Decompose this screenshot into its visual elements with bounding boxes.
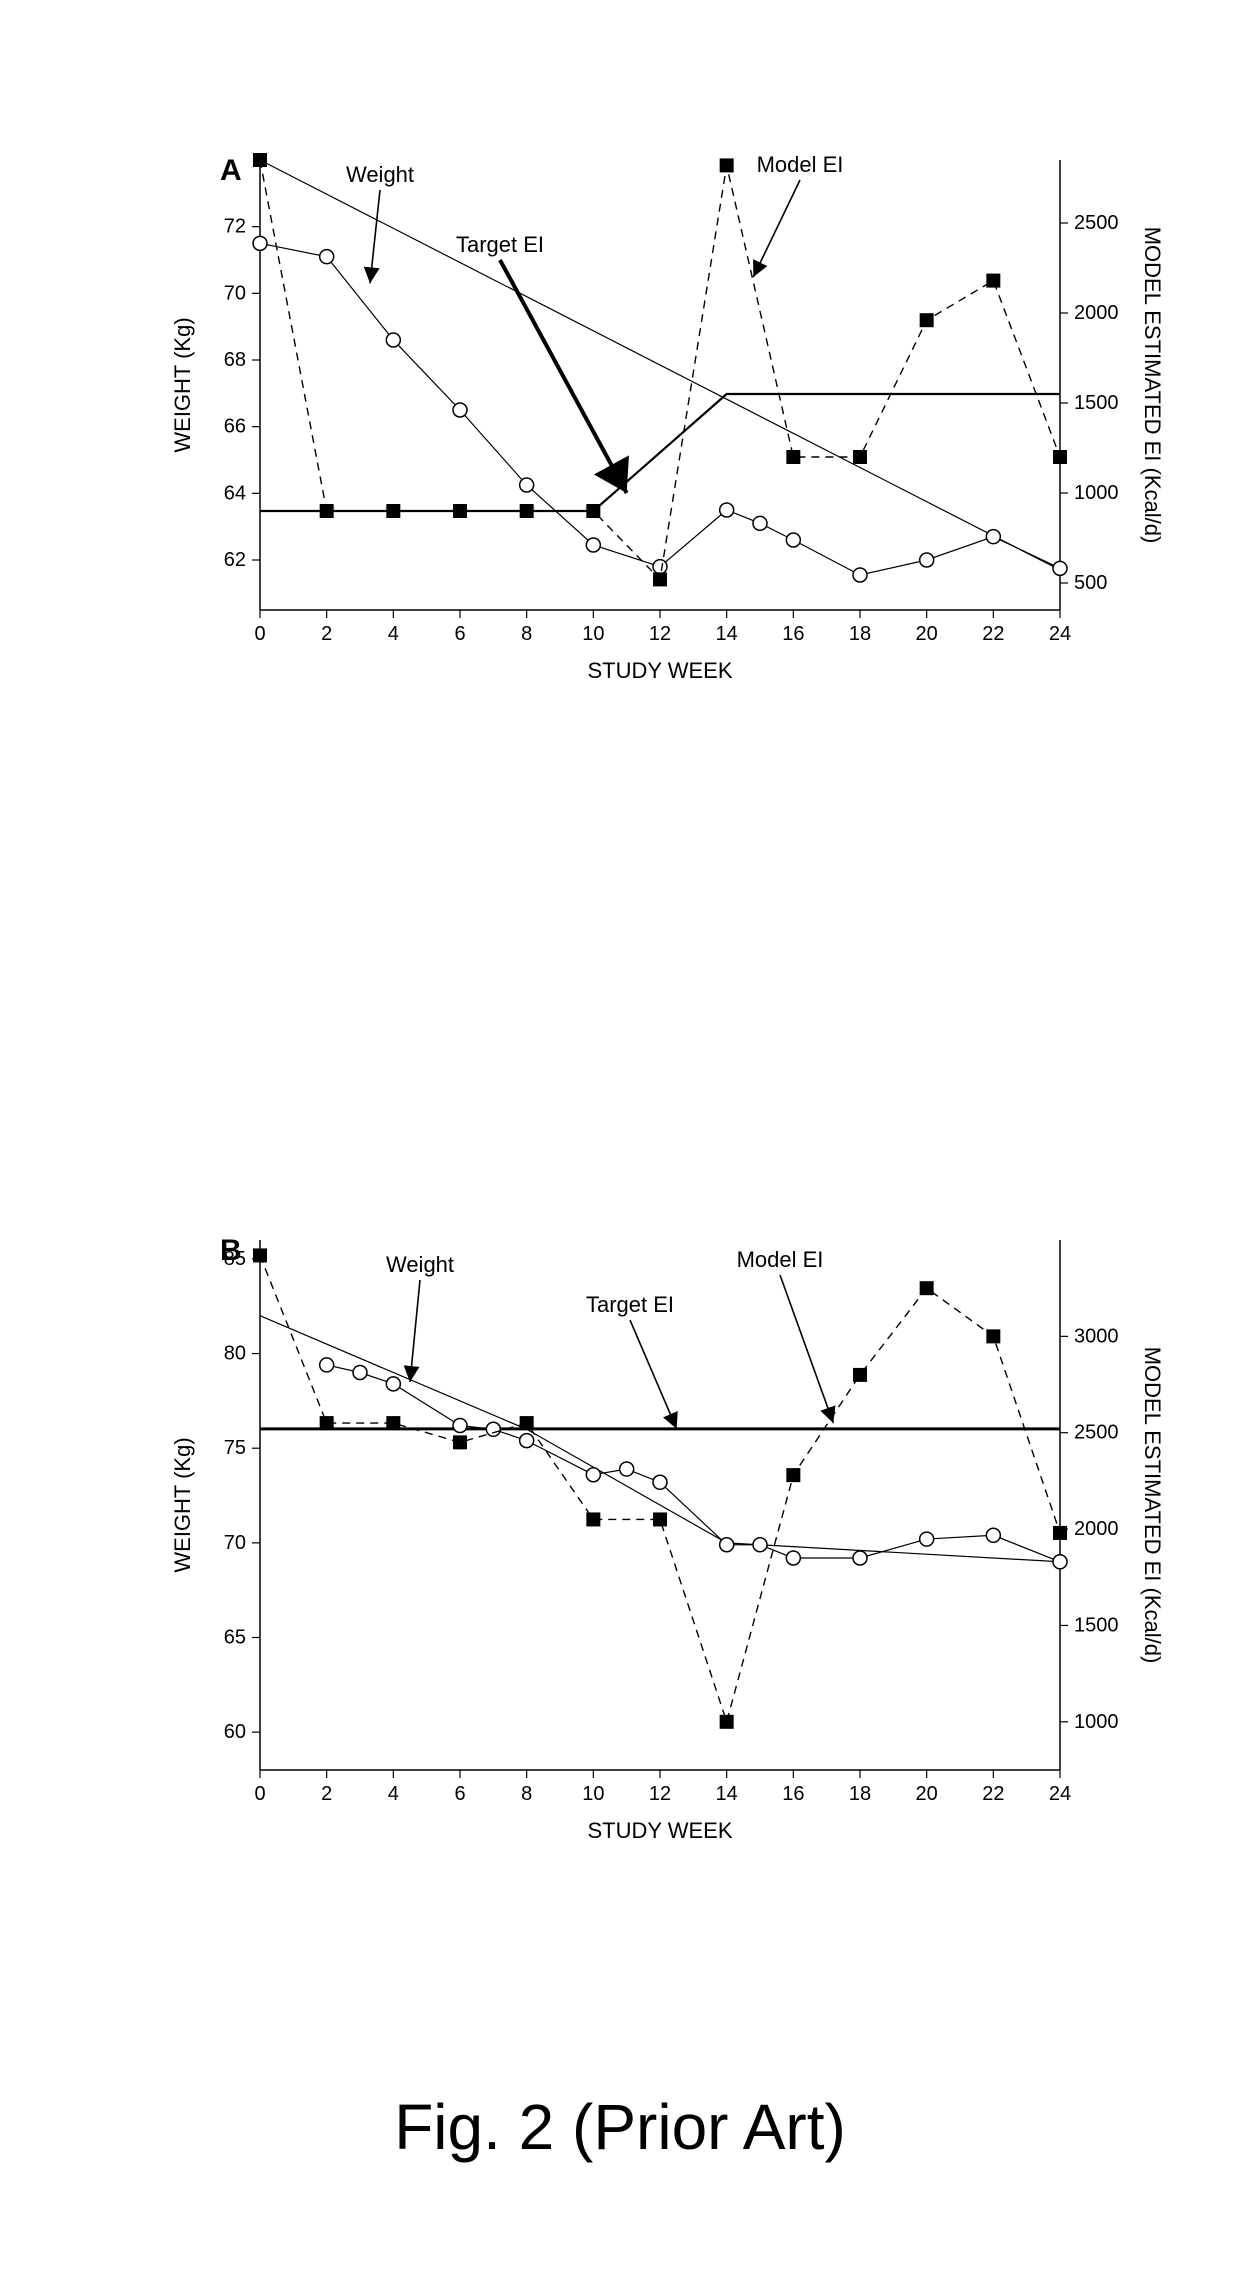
svg-text:72: 72 — [224, 216, 246, 238]
svg-text:66: 66 — [224, 416, 246, 438]
svg-text:12: 12 — [649, 623, 671, 645]
svg-text:2000: 2000 — [1074, 302, 1119, 324]
svg-text:22: 22 — [982, 1783, 1004, 1805]
svg-text:68: 68 — [224, 349, 246, 371]
svg-text:STUDY WEEK: STUDY WEEK — [587, 658, 732, 683]
svg-text:2: 2 — [321, 1783, 332, 1805]
svg-text:Weight: Weight — [386, 1252, 454, 1277]
svg-text:62: 62 — [224, 549, 246, 571]
svg-text:24: 24 — [1049, 1783, 1071, 1805]
svg-text:STUDY WEEK: STUDY WEEK — [587, 1818, 732, 1843]
svg-text:14: 14 — [716, 623, 738, 645]
svg-text:Model EI: Model EI — [757, 152, 844, 177]
svg-text:8: 8 — [521, 623, 532, 645]
svg-text:A: A — [220, 154, 242, 187]
svg-text:70: 70 — [224, 1532, 246, 1554]
svg-text:20: 20 — [916, 623, 938, 645]
svg-text:MODEL ESTIMATED EI (Kcal/d): MODEL ESTIMATED EI (Kcal/d) — [1140, 1347, 1165, 1664]
svg-text:20: 20 — [916, 1783, 938, 1805]
svg-text:500: 500 — [1074, 572, 1107, 594]
svg-text:80: 80 — [224, 1343, 246, 1365]
svg-text:1500: 1500 — [1074, 1614, 1119, 1636]
chart-panel-b: 024681012141618202224STUDY WEEK606570758… — [70, 1180, 1170, 1880]
svg-text:0: 0 — [254, 623, 265, 645]
svg-text:10: 10 — [582, 623, 604, 645]
svg-text:22: 22 — [982, 623, 1004, 645]
svg-text:B: B — [220, 1234, 242, 1267]
svg-text:MODEL ESTIMATED EI (Kcal/d): MODEL ESTIMATED EI (Kcal/d) — [1140, 227, 1165, 544]
svg-text:2000: 2000 — [1074, 1518, 1119, 1540]
chart-svg: 024681012141618202224STUDY WEEK606570758… — [70, 1180, 1170, 1880]
svg-text:1000: 1000 — [1074, 482, 1119, 504]
svg-text:2: 2 — [321, 623, 332, 645]
svg-text:4: 4 — [388, 623, 399, 645]
svg-text:1500: 1500 — [1074, 392, 1119, 414]
svg-text:WEIGHT (Kg): WEIGHT (Kg) — [170, 317, 195, 452]
svg-text:24: 24 — [1049, 623, 1071, 645]
svg-text:75: 75 — [224, 1437, 246, 1459]
svg-text:16: 16 — [782, 623, 804, 645]
svg-text:18: 18 — [849, 1783, 871, 1805]
svg-text:Model EI: Model EI — [737, 1247, 824, 1272]
svg-text:12: 12 — [649, 1783, 671, 1805]
svg-text:70: 70 — [224, 282, 246, 304]
page: 024681012141618202224STUDY WEEK626466687… — [0, 0, 1240, 2289]
svg-text:1000: 1000 — [1074, 1711, 1119, 1733]
svg-text:3000: 3000 — [1074, 1325, 1119, 1347]
figure-caption: Fig. 2 (Prior Art) — [0, 2090, 1240, 2164]
svg-text:6: 6 — [454, 1783, 465, 1805]
svg-text:2500: 2500 — [1074, 1422, 1119, 1444]
svg-text:16: 16 — [782, 1783, 804, 1805]
svg-text:WEIGHT (Kg): WEIGHT (Kg) — [170, 1437, 195, 1572]
svg-text:6: 6 — [454, 623, 465, 645]
svg-text:60: 60 — [224, 1721, 246, 1743]
svg-text:0: 0 — [254, 1783, 265, 1805]
svg-text:Target EI: Target EI — [586, 1292, 674, 1317]
chart-svg: 024681012141618202224STUDY WEEK626466687… — [70, 70, 1170, 710]
svg-text:8: 8 — [521, 1783, 532, 1805]
svg-text:14: 14 — [716, 1783, 738, 1805]
svg-text:2500: 2500 — [1074, 212, 1119, 234]
svg-text:18: 18 — [849, 623, 871, 645]
svg-text:10: 10 — [582, 1783, 604, 1805]
svg-text:Target EI: Target EI — [456, 232, 544, 257]
svg-text:65: 65 — [224, 1627, 246, 1649]
svg-text:4: 4 — [388, 1783, 399, 1805]
svg-text:Weight: Weight — [346, 162, 414, 187]
chart-panel-a: 024681012141618202224STUDY WEEK626466687… — [70, 70, 1170, 710]
svg-text:64: 64 — [224, 482, 246, 504]
